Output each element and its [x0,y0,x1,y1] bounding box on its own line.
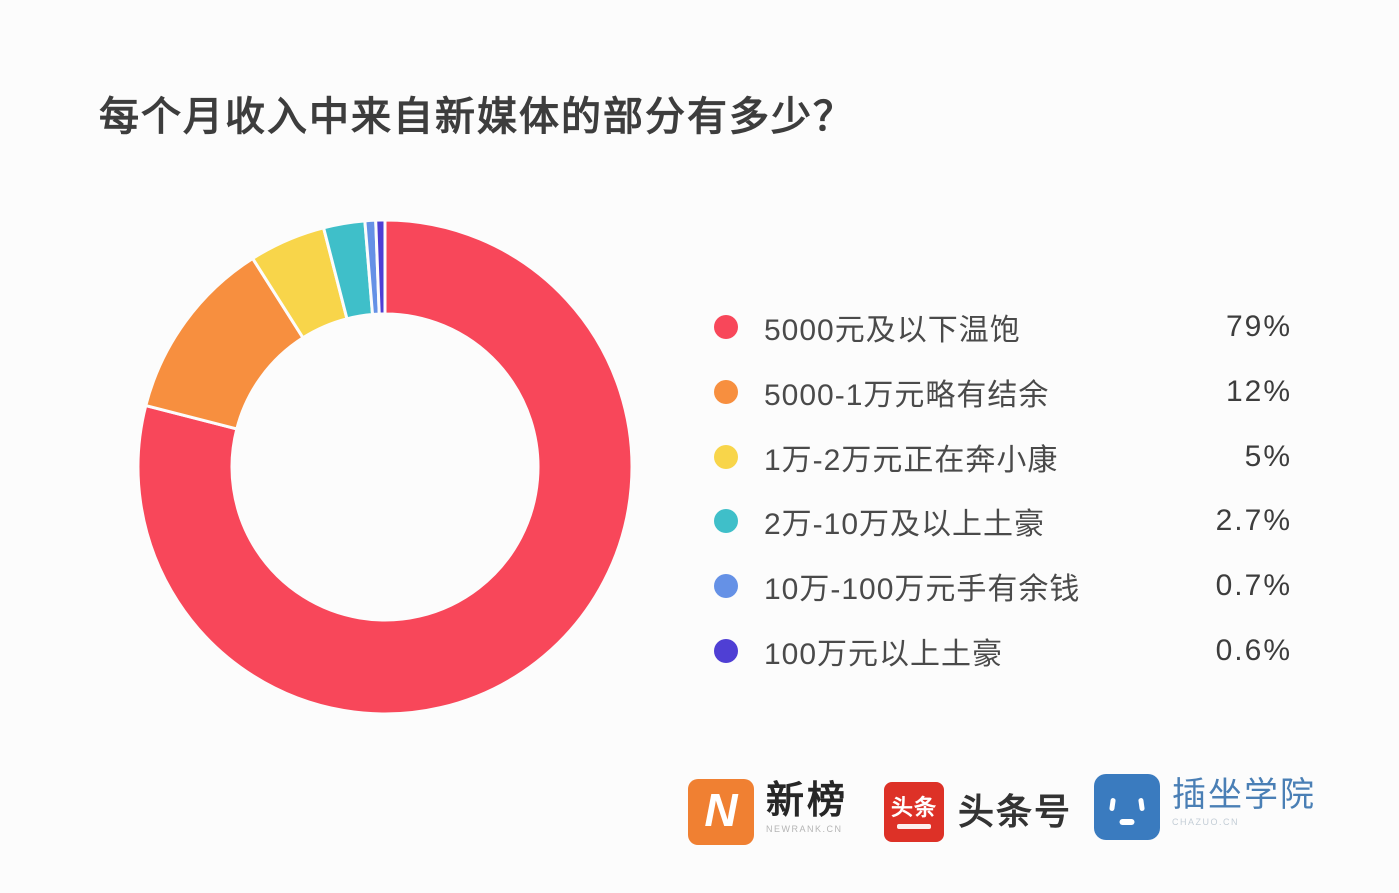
chazuo-eye-icon [1109,797,1116,812]
toutiao-icon: 头条 [884,782,944,842]
donut-slice [136,218,634,716]
legend-dot [714,444,738,469]
legend-value: 0.7% [1215,569,1292,603]
legend-dot [714,574,738,599]
legend-item: 1万-2万元正在奔小康 5% [714,424,1292,489]
chazuo-face-icon [1094,774,1160,840]
legend-dot [714,638,738,663]
page-title: 每个月收入中来自新媒体的部分有多少？ [99,95,855,139]
legend-label: 2万-10万及以上土豪 [764,508,1046,542]
legend-value: 12% [1225,375,1292,409]
footer-logos: N 新榜 NEWRANK.CN 头条 头条号 插坐学院 CHAZUO.CN [688,774,1348,864]
legend-item: 100万元以上土豪 0.6% [714,618,1292,683]
legend-item: 5000元及以下温饱 79% [714,295,1292,360]
newrank-domain: NEWRANK.CN [766,824,843,834]
newrank-n-icon: N [688,779,754,845]
legend-label: 5000-1万元略有结余 [764,379,1050,413]
legend-value: 79% [1225,310,1292,344]
toutiao-icon-bar [897,823,931,829]
newrank-logo: N 新榜 NEWRANK.CN [688,779,848,845]
legend-dot [714,315,738,340]
legend-item: 5000-1万元略有结余 12% [714,360,1292,425]
legend: 5000元及以下温饱 79% 5000-1万元略有结余 12% 1万-2万元正在奔小康 5… [714,295,1292,683]
chazuo-eye-icon [1138,797,1145,812]
legend-item: 2万-10万及以上土豪 2.7% [714,489,1292,554]
legend-label: 5000元及以下温饱 [764,314,1021,348]
donut-chart [136,218,634,716]
legend-value: 2.7% [1215,504,1292,538]
legend-dot [714,380,738,405]
legend-dot [714,509,738,534]
legend-value: 5% [1244,439,1292,473]
toutiao-logo: 头条 头条号 [884,782,1072,842]
legend-item: 10万-100万元手有余钱 0.7% [714,554,1292,619]
chazuo-domain: CHAZUO.CN [1172,817,1239,827]
chazuo-logo: 插坐学院 CHAZUO.CN [1094,774,1316,840]
chazuo-wordmark: 插坐学院 [1172,776,1316,814]
legend-label: 1万-2万元正在奔小康 [764,443,1059,477]
donut-chart-area [105,187,665,747]
toutiao-icon-text: 头条 [890,794,937,820]
newrank-wordmark: 新榜 [766,780,849,822]
toutiao-wordmark: 头条号 [958,791,1073,832]
newrank-letter: N [704,784,738,836]
legend-value: 0.6% [1215,633,1292,667]
legend-label: 100万元以上土豪 [764,637,1004,671]
chazuo-mouth-icon [1119,819,1135,825]
legend-label: 10万-100万元手有余钱 [764,573,1081,607]
donut-slice [374,218,387,316]
